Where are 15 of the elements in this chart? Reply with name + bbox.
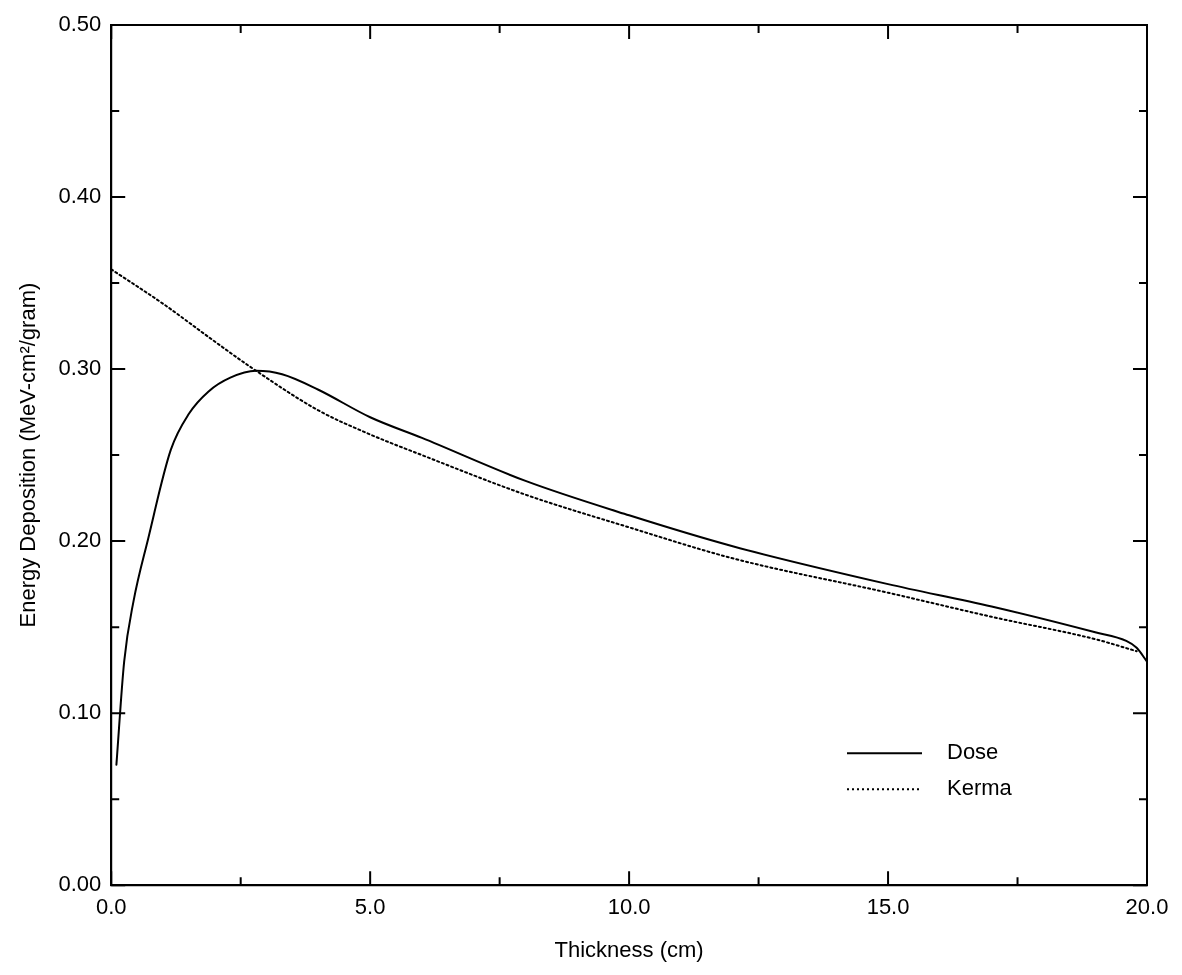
y-tick-label: 0.10	[58, 699, 102, 725]
x-tick-label: 0.0	[95, 894, 127, 920]
y-tick-label: 0.20	[58, 527, 102, 553]
legend-label: Kerma	[947, 775, 1013, 801]
x-axis-title: Thickness (cm)	[554, 936, 704, 962]
x-tick-label: 15.0	[866, 894, 910, 920]
y-tick-label: 0.40	[58, 183, 102, 209]
x-tick-label: 20.0	[1125, 894, 1169, 920]
x-tick-label: 10.0	[607, 894, 651, 920]
y-tick-label: 0.30	[58, 355, 102, 381]
legend-label: Dose	[947, 739, 999, 765]
x-tick-label: 5.0	[354, 894, 386, 920]
y-axis-title: Energy Deposition (MeV-cm²/gram)	[15, 282, 41, 628]
y-tick-label: 0.50	[58, 11, 102, 37]
y-tick-label: 0.00	[58, 871, 102, 897]
